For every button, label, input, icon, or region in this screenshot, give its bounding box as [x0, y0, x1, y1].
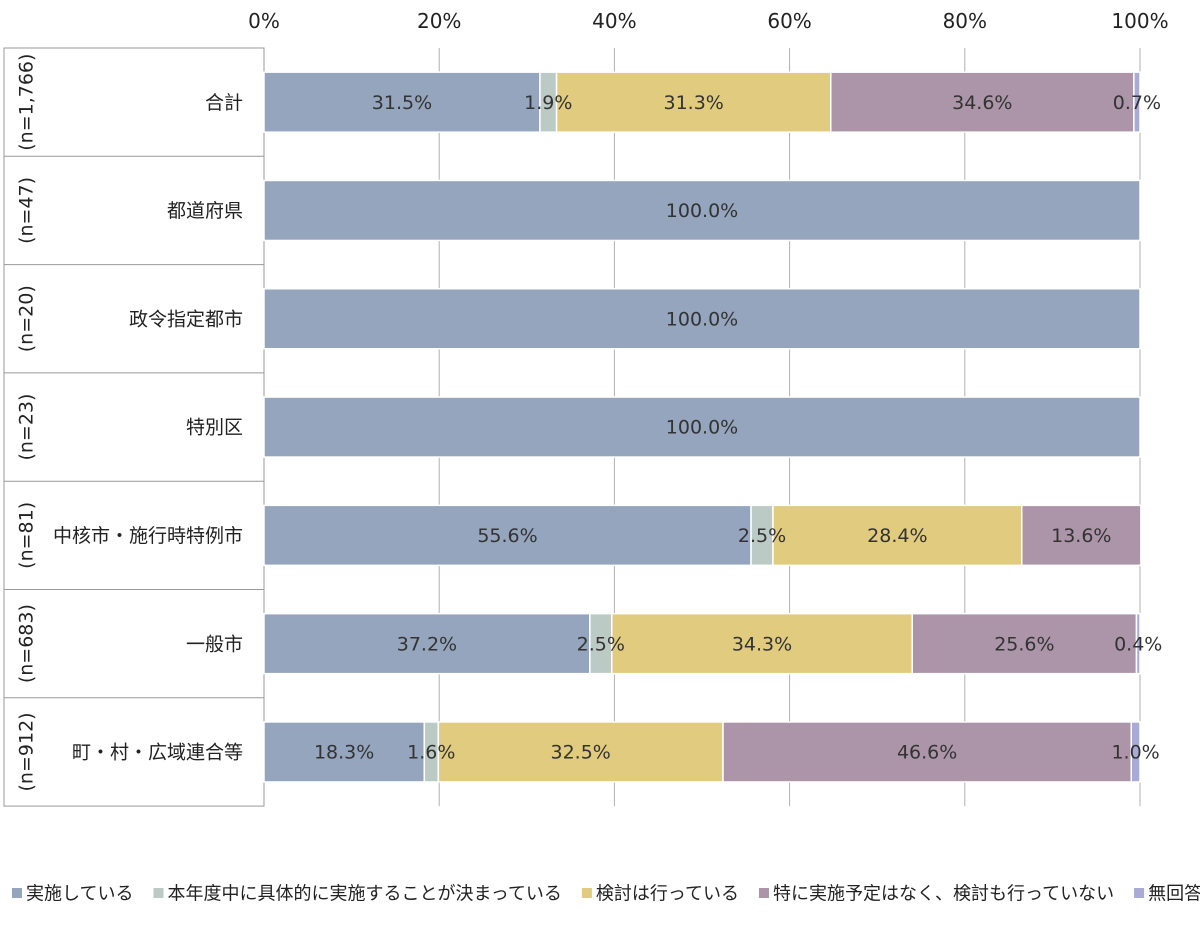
bar-segment — [911, 612, 1138, 675]
bar-segment — [263, 71, 541, 133]
data-label: 34.6% — [952, 92, 1012, 114]
category-label: 都道府県 — [167, 200, 243, 222]
legend: 実施している 本年度中に具体的に実施することが決まっている 検討は行っている 特に実施… — [12, 883, 1200, 904]
data-label: 2.5% — [738, 525, 786, 547]
bar-segment — [263, 612, 591, 675]
x-tick-label: 100% — [1111, 9, 1168, 33]
legend-label: 特に実施予定はなく、検討も行っていない — [773, 883, 1114, 904]
legend-item: 無回答 — [1134, 883, 1200, 904]
category-n-label: (n=47) — [16, 177, 38, 244]
data-label: 25.6% — [994, 633, 1054, 655]
data-label: 1.0% — [1111, 742, 1159, 764]
category-n-label: (n=23) — [16, 394, 38, 461]
data-label: 28.4% — [867, 525, 927, 547]
category-n-label: (n=1,766) — [16, 54, 38, 151]
data-label: 46.6% — [897, 742, 957, 764]
data-label: 1.6% — [407, 742, 455, 764]
x-tick-label: 60% — [767, 9, 811, 33]
data-label: 100.0% — [666, 417, 738, 439]
bar-row: 31.5% 1.9% 31.3% 34.6% 0.7% — [263, 71, 1161, 133]
x-tick-label: 20% — [417, 9, 461, 33]
bars: 31.5% 1.9% 31.3% 34.6% 0.7% 100.0% 100.0% 100.0… — [263, 71, 1162, 783]
data-label: 31.5% — [372, 92, 432, 114]
bar-row: 100.0% — [263, 179, 1141, 242]
category-label: 合計 — [205, 92, 243, 114]
data-label: 37.2% — [397, 633, 457, 655]
category-label: 町・村・広域連合等 — [72, 742, 243, 764]
bar-row: 100.0% — [263, 288, 1141, 350]
bar-segment — [611, 612, 913, 675]
data-label: 2.5% — [577, 633, 625, 655]
bar-row: 37.2% 2.5% 34.3% 25.6% 0.4% — [263, 612, 1162, 675]
x-tick-label: 80% — [943, 9, 987, 33]
data-label: 18.3% — [314, 742, 374, 764]
data-label: 1.9% — [524, 92, 572, 114]
category-n-label: (n=81) — [16, 502, 38, 569]
legend-label: 本年度中に具体的に実施することが決まっている — [167, 883, 561, 904]
bar-segment — [722, 721, 1132, 783]
category-n-label: (n=20) — [16, 285, 38, 352]
bar-segment — [1135, 612, 1141, 675]
data-label: 34.3% — [732, 633, 792, 655]
data-label: 0.4% — [1114, 633, 1162, 655]
legend-label: 実施している — [26, 883, 133, 904]
category-n-label: (n=912) — [16, 712, 38, 791]
bar-segment — [263, 396, 1141, 458]
bar-segment — [1020, 504, 1142, 567]
bar-segment — [1130, 721, 1141, 783]
x-tick-label: 0% — [248, 9, 280, 33]
legend-swatch — [581, 888, 592, 898]
x-axis-ticks: 0% 20% 40% 60% 80% 100% — [248, 9, 1168, 33]
data-label: 0.7% — [1113, 92, 1161, 114]
legend-swatch — [12, 888, 22, 898]
bar-segment — [263, 721, 426, 783]
bar-segment — [263, 179, 1141, 242]
category-n-label: (n=683) — [16, 604, 38, 683]
category-table: (n=1,766) 合計 (n=47) 都道府県 (n=20) 政令指定都市 (n=23) 特… — [3, 47, 265, 807]
data-label: 100.0% — [666, 308, 738, 330]
data-label: 55.6% — [477, 525, 537, 547]
bar-row: 55.6% 2.5% 28.4% 13.6% — [263, 504, 1142, 567]
legend-item: 実施している — [12, 883, 133, 904]
bar-row: 18.3% 1.6% 32.5% 46.6% 1.0% — [263, 721, 1160, 783]
legend-label: 検討は行っている — [596, 883, 739, 904]
category-label: 特別区 — [186, 417, 243, 439]
bar-row: 100.0% — [263, 396, 1141, 458]
bar-segment — [555, 71, 832, 133]
bar-segment — [772, 504, 1023, 567]
legend-label: 無回答 — [1148, 883, 1200, 904]
data-label: 13.6% — [1051, 525, 1111, 547]
category-label: 中核市・施行時特例市 — [53, 525, 243, 547]
bar-segment — [263, 288, 1141, 350]
legend-item: 検討は行っている — [581, 883, 739, 904]
legend-swatch — [758, 888, 769, 898]
bar-segment — [1133, 71, 1141, 133]
category-label: 政令指定都市 — [129, 308, 243, 330]
data-label: 32.5% — [550, 742, 610, 764]
x-tick-label: 40% — [592, 9, 636, 33]
data-label: 31.3% — [663, 92, 723, 114]
data-label: 100.0% — [666, 200, 738, 222]
bar-segment — [437, 721, 724, 783]
legend-swatch — [1134, 888, 1145, 898]
legend-item: 本年度中に具体的に実施することが決まっている — [153, 883, 562, 904]
category-label: 一般市 — [186, 633, 243, 655]
bar-segment — [830, 71, 1135, 133]
legend-swatch — [153, 888, 164, 898]
legend-item: 特に実施予定はなく、検討も行っていない — [758, 883, 1114, 904]
